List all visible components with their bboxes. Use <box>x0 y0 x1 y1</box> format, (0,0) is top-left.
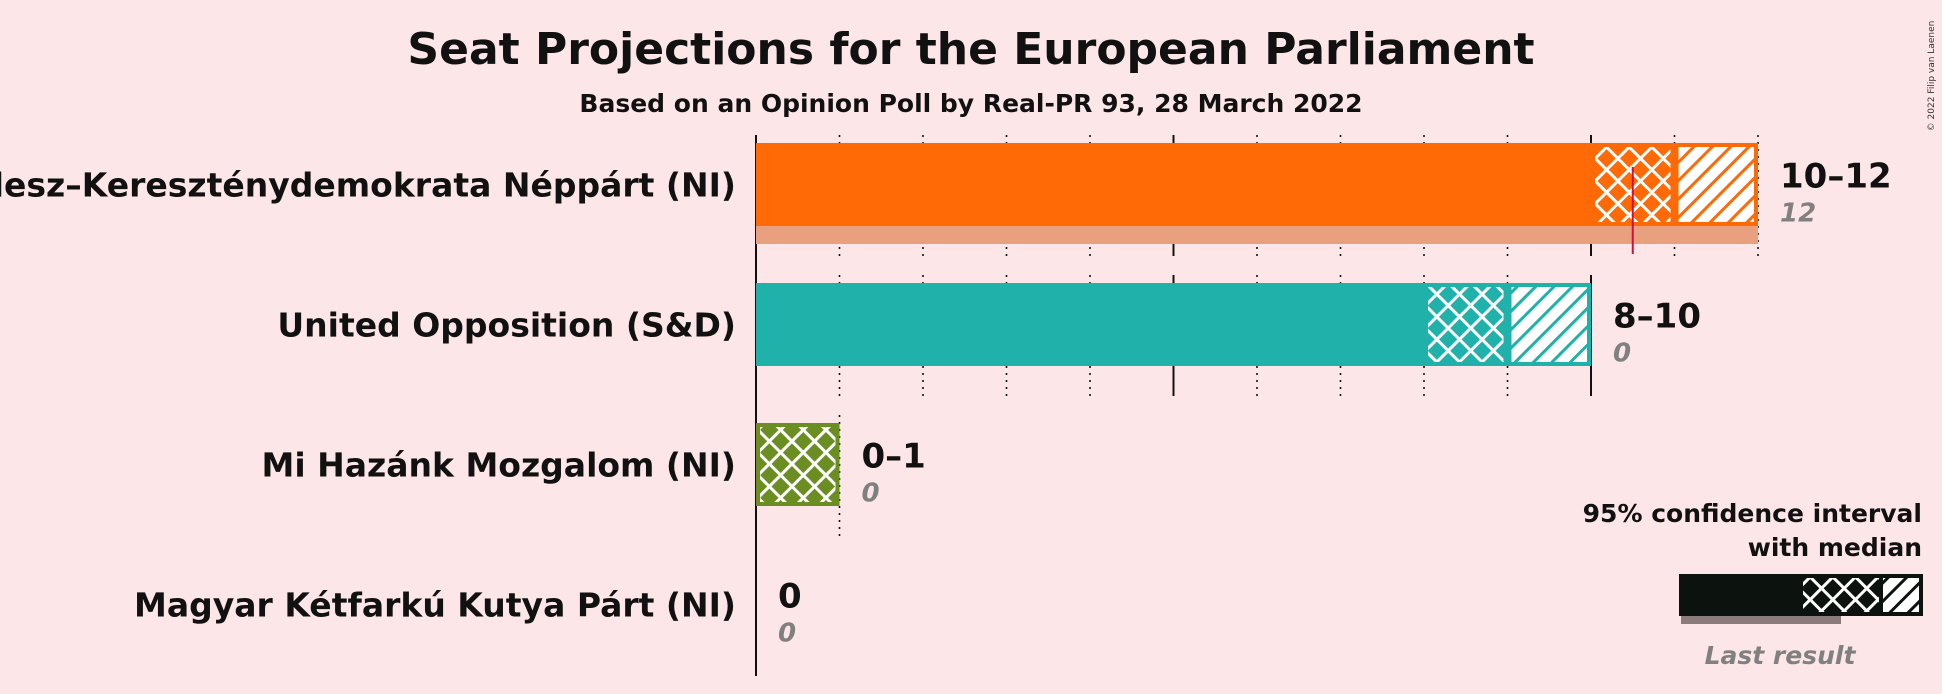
last-result-label: 0 <box>778 619 796 649</box>
party-label: United Opposition (S&D) <box>277 306 736 345</box>
last-result-label: 0 <box>862 479 880 509</box>
legend-last-result-label: Last result <box>1705 641 1857 670</box>
labels-group: Fidesz–Kereszténydemokrata Néppárt (NI) 1… <box>0 157 1892 649</box>
last-result-label: 0 <box>1613 339 1631 369</box>
ci-solid-bar <box>756 283 1424 366</box>
ci-upper-hatch <box>1674 143 1758 226</box>
range-label: 0 <box>778 577 802 617</box>
copyright-text: © 2022 Filip van Laenen <box>1927 21 1937 132</box>
party-label: Magyar Kétfarkú Kutya Párt (NI) <box>134 586 736 625</box>
chart-subtitle: Based on an Opinion Poll by Real-PR 93, … <box>579 89 1362 118</box>
range-label: 8–10 <box>1613 297 1701 337</box>
chart-title: Seat Projections for the European Parlia… <box>407 24 1534 75</box>
ci-solid-bar <box>756 143 1591 226</box>
bars-group <box>756 143 1758 506</box>
legend-ci-label: 95% confidence interval <box>1583 499 1922 528</box>
legend: 95% confidence interval with median Last… <box>1583 499 1923 670</box>
ci-hatch <box>756 423 840 506</box>
legend-median-label: with median <box>1748 533 1922 562</box>
legend-swatch <box>1679 574 1923 624</box>
legend-cross-swatch <box>1799 574 1883 616</box>
legend-diag-swatch <box>1879 574 1923 616</box>
legend-solid-swatch <box>1679 574 1801 616</box>
range-label: 0–1 <box>862 437 926 477</box>
range-label: 10–12 <box>1780 157 1892 197</box>
party-label: Mi Hazánk Mozgalom (NI) <box>262 446 736 485</box>
party-label: Fidesz–Kereszténydemokrata Néppárt (NI) <box>0 166 736 205</box>
ci-lower-hatch <box>1424 283 1508 366</box>
ci-upper-hatch <box>1507 283 1591 366</box>
last-result-label: 12 <box>1780 199 1816 229</box>
